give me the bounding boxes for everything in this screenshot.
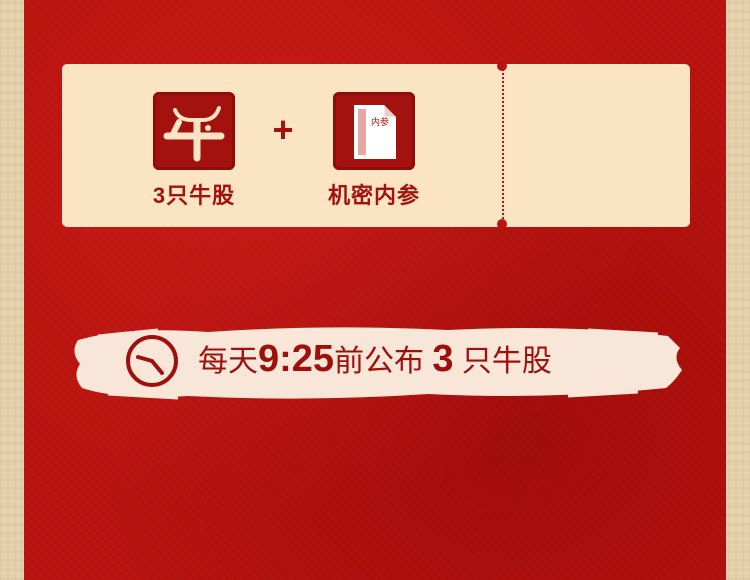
benefit-confidential-report: 内参 机密内参	[308, 92, 440, 210]
plus-sign: +	[272, 109, 294, 150]
banner-prefix: 每天	[198, 345, 258, 378]
perforation-notch-bottom	[497, 219, 507, 229]
bull-icon	[153, 92, 235, 170]
daily-release-banner-text: 每天9:25前公布 3 只牛股	[198, 337, 552, 381]
ticket-perforation-divider	[502, 64, 504, 227]
banner-count: 3	[432, 338, 454, 380]
banner-suffix: 只牛股	[461, 345, 552, 378]
benefit-label-stocks: 3只牛股	[152, 183, 236, 208]
document-tag-text: 内参	[371, 116, 389, 128]
brush-stroke-banner	[74, 327, 682, 400]
perforation-notch-top	[497, 61, 507, 71]
benefit-bull-stocks: 3只牛股	[138, 92, 250, 210]
document-icon: 内参	[333, 92, 415, 170]
banner-time: 9:25	[258, 338, 335, 380]
benefit-label-report: 机密内参	[327, 183, 420, 208]
clock-icon	[126, 335, 178, 387]
banner-middle: 前公布	[334, 345, 425, 378]
